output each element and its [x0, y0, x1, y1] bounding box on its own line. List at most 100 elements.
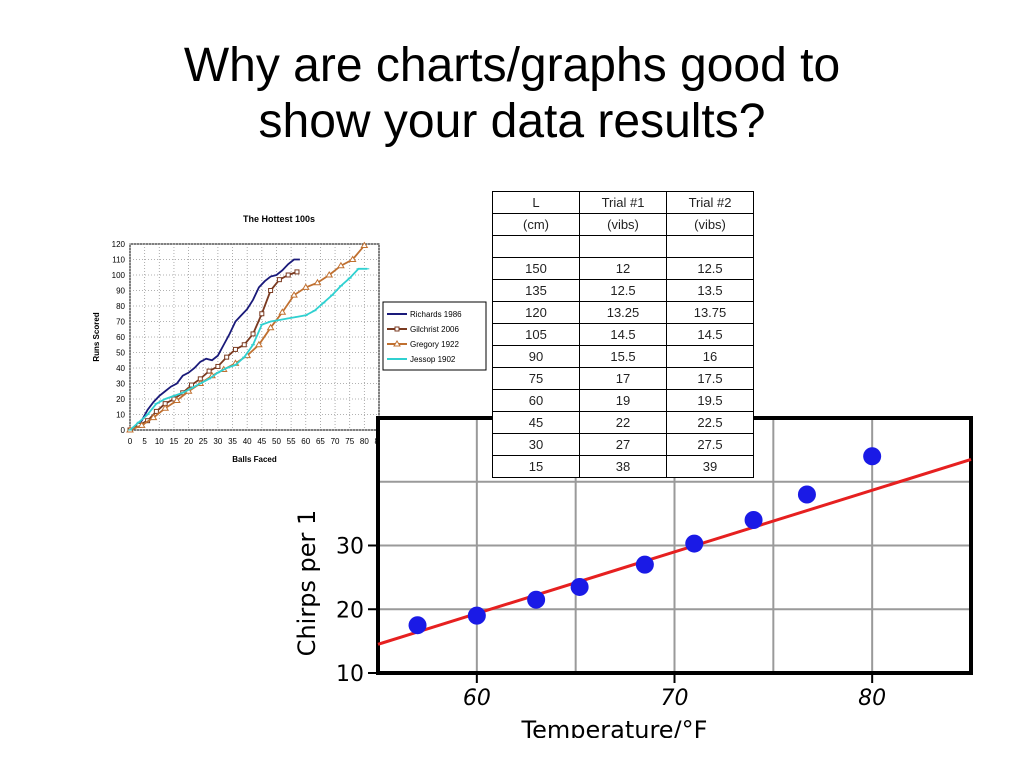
- table-cell: 22.5: [666, 411, 754, 434]
- y-tick-label: 20: [336, 598, 364, 623]
- data-point: [348, 255, 357, 262]
- table-cell: 75: [492, 367, 580, 390]
- data-point: [153, 408, 159, 414]
- y-axis-label: Chirps per 1: [293, 510, 321, 657]
- table-row: 90 15.5 16: [492, 345, 754, 368]
- table-unit-row: (cm) (vibs) (vibs): [492, 213, 754, 236]
- x-tick-label: 5: [142, 437, 147, 446]
- table-cell: 30: [492, 433, 580, 456]
- table-row: 45 22 22.5: [492, 411, 754, 434]
- data-point: [635, 555, 654, 574]
- x-axis-label: Temperature/°F: [521, 716, 708, 738]
- table-cell: 12: [579, 257, 667, 280]
- table-cell: 12.5: [579, 279, 667, 302]
- x-tick-label: 45: [257, 437, 266, 446]
- table-row: 15 38 39: [492, 455, 754, 478]
- table-cell: 27: [579, 433, 667, 456]
- x-tick-label: 75: [345, 437, 354, 446]
- y-tick-label: 60: [116, 333, 125, 342]
- y-tick-label: 80: [116, 302, 125, 311]
- data-point: [241, 342, 247, 348]
- table-cell: 14.5: [579, 323, 667, 346]
- data-point: [250, 331, 256, 337]
- table-cell: 17.5: [666, 367, 754, 390]
- x-tick-label: 35: [228, 437, 237, 446]
- data-point: [161, 404, 170, 411]
- table-cell: 15: [492, 455, 580, 478]
- data-point: [137, 421, 146, 428]
- table-cell: 16: [666, 345, 754, 368]
- x-tick-label: 15: [169, 437, 178, 446]
- table-cell: 17: [579, 367, 667, 390]
- data-point: [215, 363, 221, 369]
- data-point: [266, 323, 275, 331]
- data-point: [294, 269, 300, 275]
- table-cell: [579, 235, 667, 258]
- series-line: [129, 258, 300, 431]
- data-point: [189, 382, 195, 388]
- table-row: 60 19 19.5: [492, 389, 754, 412]
- data-point: [224, 354, 230, 360]
- data-point: [255, 340, 263, 348]
- table-header-row: L Trial #1 Trial #2: [492, 191, 754, 214]
- x-tick-label: 40: [243, 437, 252, 446]
- y-tick-label: 10: [336, 662, 364, 687]
- table-cell: (cm): [492, 213, 580, 236]
- x-tick-label: 25: [199, 437, 208, 446]
- table-row: 150 12 12.5: [492, 257, 754, 280]
- x-tick-label: 65: [316, 437, 325, 446]
- y-tick-label: 120: [112, 240, 126, 249]
- table-cell: 22: [579, 411, 667, 434]
- legend-label: Richards 1986: [410, 310, 462, 319]
- y-tick-label: 30: [336, 535, 364, 560]
- table-cell: 135: [492, 279, 580, 302]
- data-point: [863, 447, 882, 466]
- y-tick-label: 30: [116, 380, 125, 389]
- table-cell: 60: [492, 389, 580, 412]
- y-tick-label: 20: [116, 395, 125, 404]
- y-tick-label: 40: [116, 364, 125, 373]
- y-tick-label: 90: [116, 287, 125, 296]
- data-point: [744, 511, 763, 529]
- data-point: [149, 413, 158, 421]
- series-line: [129, 267, 368, 431]
- y-axis-label: Runs Scored: [92, 312, 101, 361]
- legend-label: Gregory 1922: [410, 340, 459, 349]
- data-point: [301, 283, 310, 290]
- table-cell: 90: [492, 345, 580, 368]
- table-cell: 19.5: [666, 389, 754, 412]
- data-point: [313, 278, 322, 286]
- data-point: [570, 577, 589, 596]
- y-tick-label: 110: [112, 256, 125, 265]
- cricket-chart-title: The Hottest 100s: [243, 214, 316, 224]
- table-cell: 38: [579, 455, 667, 478]
- data-point: [285, 272, 291, 278]
- table-cell: [666, 235, 754, 258]
- data-point: [268, 288, 274, 293]
- x-tick-label: 0: [128, 437, 133, 446]
- table-cell: 27.5: [666, 433, 754, 456]
- table-row: 120 13.25 13.75: [492, 301, 754, 324]
- x-tick-label: 70: [661, 686, 689, 711]
- slide-title-line-1: Why are charts/graphs good to: [183, 39, 841, 92]
- x-tick-label: 10: [155, 437, 164, 446]
- data-point: [337, 261, 345, 269]
- table-cell: 15.5: [579, 345, 667, 368]
- x-tick-label: 70: [331, 437, 340, 446]
- x-tick-label: 50: [272, 437, 281, 446]
- slide-title: Why are charts/graphs good to show your …: [0, 38, 1024, 150]
- x-tick-label: 60: [301, 437, 310, 446]
- legend-marker: [394, 326, 400, 332]
- x-tick-label: 30: [213, 437, 222, 446]
- table-cell: 12.5: [666, 257, 754, 280]
- data-point: [685, 534, 704, 553]
- table-cell: Trial #1: [579, 191, 667, 214]
- table-cell: Trial #2: [666, 191, 754, 214]
- table-cell: [492, 235, 580, 258]
- cricket-chart: 0510152025303540455055606570758085010203…: [92, 240, 487, 464]
- table-cell: L: [492, 191, 580, 214]
- y-tick-label: 0: [121, 426, 126, 435]
- data-point: [360, 241, 369, 249]
- y-tick-label: 50: [116, 349, 125, 358]
- data-point: [467, 606, 486, 625]
